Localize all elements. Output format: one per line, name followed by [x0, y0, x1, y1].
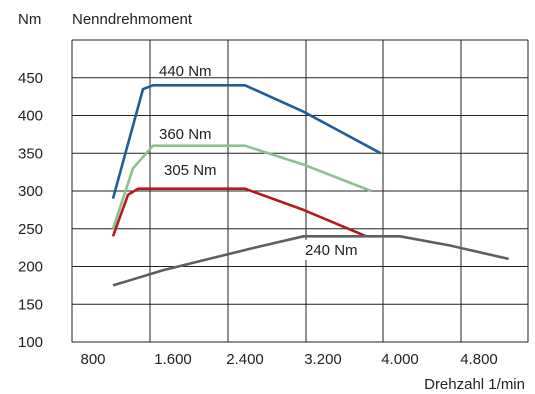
- series-label: 360 Nm: [159, 126, 212, 143]
- series-label: 440 Nm: [159, 63, 212, 80]
- series-line: [111, 144, 372, 230]
- y-tick-label: 300: [18, 183, 43, 200]
- series-line: [111, 187, 367, 238]
- series-label-background: [302, 240, 376, 260]
- x-tick-label: 4.800: [460, 351, 498, 368]
- chart-title: Nenndrehmoment: [72, 11, 193, 28]
- x-tick-label: 4.000: [381, 351, 419, 368]
- y-tick-label: 400: [18, 108, 43, 125]
- y-axis-unit: Nm: [18, 11, 41, 28]
- series-group: [111, 84, 509, 287]
- x-tick-label: 800: [80, 351, 105, 368]
- series-line: [112, 235, 509, 287]
- series-labels: 440 Nm 360 Nm 305 Nm 240 Nm: [159, 63, 376, 260]
- y-tick-label: 200: [18, 259, 43, 276]
- series-label: 305 Nm: [164, 162, 217, 179]
- series-label: 240 Nm: [305, 242, 358, 259]
- y-tick-label: 450: [18, 70, 43, 87]
- y-tick-label: 100: [18, 334, 43, 351]
- y-tick-label: 350: [18, 145, 43, 162]
- x-axis-ticks: 800 1.600 2.400 3.200 4.000 4.800: [80, 351, 497, 368]
- x-tick-label: 2.400: [226, 351, 264, 368]
- x-tick-label: 1.600: [154, 351, 192, 368]
- y-tick-label: 250: [18, 221, 43, 238]
- y-tick-label: 150: [18, 296, 43, 313]
- y-axis-ticks: 100 150 200 250 300 350 400 450: [18, 70, 43, 351]
- series-line: [111, 84, 382, 199]
- x-tick-label: 3.200: [304, 351, 342, 368]
- grid: [71, 39, 529, 343]
- x-axis-title: Drehzahl 1/min: [424, 376, 525, 393]
